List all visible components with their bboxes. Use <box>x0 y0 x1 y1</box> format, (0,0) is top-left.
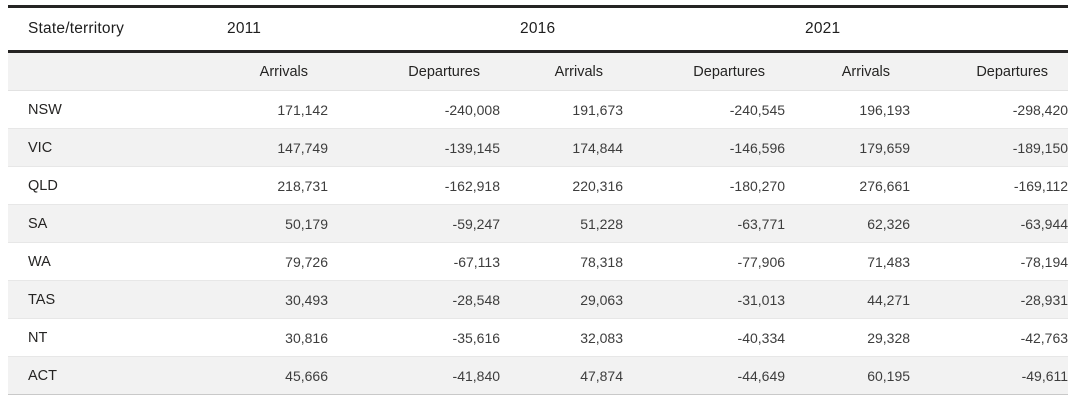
cell-value: 218,731 <box>207 166 328 205</box>
cell-value: 30,493 <box>207 280 328 319</box>
row-label-nsw: NSW <box>8 90 207 129</box>
state-migration-table: State/territory 2011 2016 2021 Arrivals … <box>8 5 1069 395</box>
cell-value: 47,874 <box>500 356 624 395</box>
col-header-arrivals-2011[interactable]: Arrivals <box>207 51 328 91</box>
col-header-departures-2021[interactable]: Departures <box>910 51 1069 91</box>
row-label-sa: SA <box>8 204 207 243</box>
row-label-vic: VIC <box>8 128 207 167</box>
cell-value: -28,548 <box>328 280 501 319</box>
table-row-nt: NT 30,816 -35,616 32,083 -40,334 29,328 … <box>8 318 1069 357</box>
cell-value: -63,771 <box>623 204 786 243</box>
cell-value: -41,840 <box>328 356 501 395</box>
cell-value: 174,844 <box>500 128 624 167</box>
col-header-year-2021[interactable]: 2021 <box>785 6 1069 53</box>
col-header-departures-2011[interactable]: Departures <box>328 51 501 91</box>
table-row-sa: SA 50,179 -59,247 51,228 -63,771 62,326 … <box>8 204 1069 243</box>
row-label-tas: TAS <box>8 280 207 319</box>
cell-value: -180,270 <box>623 166 786 205</box>
cell-value: 62,326 <box>785 204 911 243</box>
cell-value: -59,247 <box>328 204 501 243</box>
row-label-wa: WA <box>8 242 207 281</box>
measure-header-spacer <box>8 51 207 91</box>
cell-value: -298,420 <box>910 90 1069 129</box>
cell-value: 45,666 <box>207 356 328 395</box>
cell-value: 276,661 <box>785 166 911 205</box>
cell-value: -240,545 <box>623 90 786 129</box>
table-row-vic: VIC 147,749 -139,145 174,844 -146,596 17… <box>8 128 1069 167</box>
cell-value: -189,150 <box>910 128 1069 167</box>
measure-header-row: Arrivals Departures Arrivals Departures … <box>8 51 1069 91</box>
cell-value: 71,483 <box>785 242 911 281</box>
cell-value: -162,918 <box>328 166 501 205</box>
row-label-nt: NT <box>8 318 207 357</box>
cell-value: 196,193 <box>785 90 911 129</box>
cell-value: 171,142 <box>207 90 328 129</box>
cell-value: 50,179 <box>207 204 328 243</box>
cell-value: -40,334 <box>623 318 786 357</box>
corner-header-state-territory[interactable]: State/territory <box>8 6 207 53</box>
migration-matrix-visual: State/territory 2011 2016 2021 Arrivals … <box>8 5 1069 395</box>
cell-value: 29,328 <box>785 318 911 357</box>
col-header-arrivals-2021[interactable]: Arrivals <box>785 51 911 91</box>
cell-value: 60,195 <box>785 356 911 395</box>
col-header-year-2016[interactable]: 2016 <box>500 6 786 53</box>
cell-value: -63,944 <box>910 204 1069 243</box>
cell-value: -49,611 <box>910 356 1069 395</box>
cell-value: -77,906 <box>623 242 786 281</box>
table-row-qld: QLD 218,731 -162,918 220,316 -180,270 27… <box>8 166 1069 205</box>
table-row-nsw: NSW 171,142 -240,008 191,673 -240,545 19… <box>8 90 1069 129</box>
table-row-act: ACT 45,666 -41,840 47,874 -44,649 60,195… <box>8 356 1069 395</box>
cell-value: -169,112 <box>910 166 1069 205</box>
year-header-row: State/territory 2011 2016 2021 <box>8 6 1069 53</box>
cell-value: 191,673 <box>500 90 624 129</box>
cell-value: -44,649 <box>623 356 786 395</box>
row-label-act: ACT <box>8 356 207 395</box>
cell-value: 29,063 <box>500 280 624 319</box>
cell-value: 44,271 <box>785 280 911 319</box>
cell-value: -67,113 <box>328 242 501 281</box>
cell-value: 147,749 <box>207 128 328 167</box>
cell-value: -28,931 <box>910 280 1069 319</box>
col-header-year-2011[interactable]: 2011 <box>207 6 501 53</box>
row-label-qld: QLD <box>8 166 207 205</box>
cell-value: -78,194 <box>910 242 1069 281</box>
cell-value: -35,616 <box>328 318 501 357</box>
col-header-departures-2016[interactable]: Departures <box>623 51 786 91</box>
col-header-arrivals-2016[interactable]: Arrivals <box>500 51 624 91</box>
cell-value: -42,763 <box>910 318 1069 357</box>
cell-value: -240,008 <box>328 90 501 129</box>
cell-value: 32,083 <box>500 318 624 357</box>
cell-value: -139,145 <box>328 128 501 167</box>
cell-value: -146,596 <box>623 128 786 167</box>
table-row-wa: WA 79,726 -67,113 78,318 -77,906 71,483 … <box>8 242 1069 281</box>
cell-value: 179,659 <box>785 128 911 167</box>
table-row-tas: TAS 30,493 -28,548 29,063 -31,013 44,271… <box>8 280 1069 319</box>
cell-value: 51,228 <box>500 204 624 243</box>
cell-value: 30,816 <box>207 318 328 357</box>
cell-value: 79,726 <box>207 242 328 281</box>
cell-value: -31,013 <box>623 280 786 319</box>
cell-value: 220,316 <box>500 166 624 205</box>
cell-value: 78,318 <box>500 242 624 281</box>
